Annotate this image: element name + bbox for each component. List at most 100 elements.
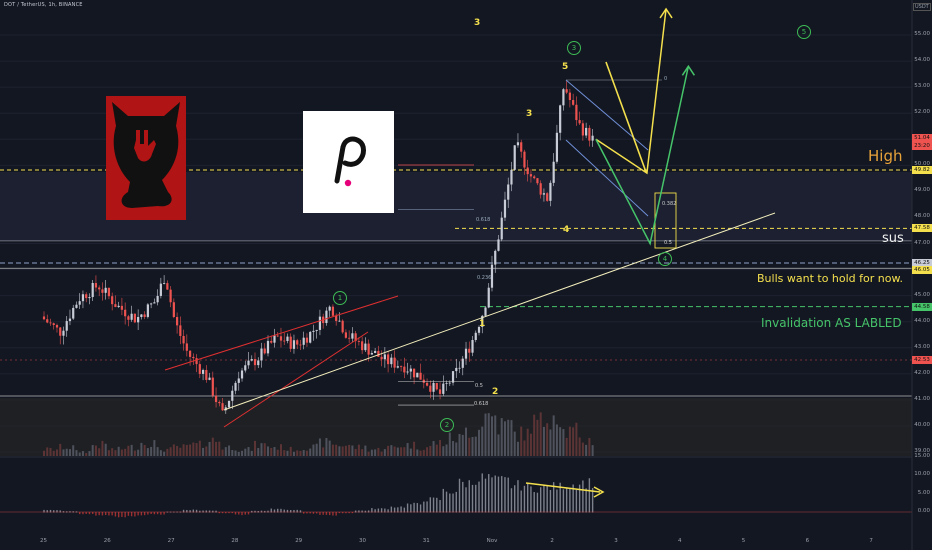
osc-bar [445, 491, 448, 513]
osc-bar [419, 504, 422, 513]
osc-bar [212, 510, 214, 513]
volume-bar [403, 447, 406, 456]
volume-bar [94, 445, 97, 456]
volume-bar [338, 446, 341, 456]
osc-bar [231, 512, 233, 514]
osc-bar [507, 477, 509, 513]
candle-body [309, 331, 312, 343]
osc-bar [325, 512, 328, 515]
volume-bar [124, 448, 127, 456]
candle-body [374, 350, 377, 353]
osc-bar [387, 509, 389, 513]
candle-body [169, 289, 172, 303]
volume-bar [416, 449, 419, 456]
fib-label-0: 0 [664, 76, 668, 82]
fib-label-0382: 0.382 [662, 201, 677, 207]
x-tick-label: 5 [741, 538, 746, 544]
annotation-high: High [868, 147, 903, 165]
volume-bar [536, 419, 539, 456]
candle-body [185, 343, 188, 351]
volume-bar [62, 449, 65, 456]
candle-body [422, 379, 425, 383]
candle-body [146, 304, 149, 317]
volume-bar [182, 444, 185, 456]
volume-bar [458, 433, 461, 456]
candle-body [552, 161, 555, 183]
candle-body [361, 341, 364, 351]
candle-body [244, 365, 247, 371]
osc-bar [49, 509, 52, 513]
osc-arrow [525, 482, 601, 493]
volume-bar [562, 429, 565, 456]
wave-circle-1: 1 [333, 291, 347, 305]
osc-bar [303, 512, 305, 514]
volume-bar [49, 447, 52, 456]
candle-body [474, 332, 477, 340]
candle-body [331, 306, 335, 316]
osc-bar [124, 512, 126, 518]
volume-bar [192, 442, 195, 456]
volume-bar [150, 446, 153, 456]
volume-bar [435, 444, 438, 456]
osc-bar [299, 510, 302, 513]
volume-bar [429, 445, 432, 456]
osc-bar [497, 476, 500, 513]
osc-bar [354, 510, 357, 513]
osc-bar [134, 512, 136, 517]
osc-bar [322, 512, 324, 515]
osc-bar [189, 510, 191, 513]
volume-bar [221, 449, 224, 456]
osc-bar [442, 488, 444, 513]
candle-body [403, 366, 406, 373]
volume-bar [344, 445, 347, 456]
osc-bar [341, 512, 344, 514]
candle-body [296, 340, 299, 345]
candle-body [211, 377, 214, 396]
volume-bar [335, 444, 338, 456]
volume-bar [370, 449, 373, 456]
candle-body [163, 283, 166, 284]
candle-body [481, 315, 484, 327]
volume-bar [445, 444, 448, 456]
candle-body [390, 357, 393, 365]
osc-bar [465, 487, 467, 513]
volume-bar [396, 447, 399, 456]
osc-bar [371, 508, 373, 513]
volume-bar [361, 449, 364, 456]
candle-body [471, 339, 474, 353]
y-tick-label: 50.00 [914, 161, 930, 168]
volume-bar [270, 447, 273, 456]
candle-body [140, 314, 143, 317]
osc-bar [572, 484, 574, 513]
volume-bar [559, 427, 562, 456]
osc-bar [393, 507, 396, 513]
candle-body [513, 145, 516, 170]
x-tick-label: 7 [869, 538, 873, 544]
volume-bar [331, 444, 334, 456]
candle-body [338, 320, 341, 322]
volume-bar [568, 426, 571, 456]
annotation-invalidation: Invalidation AS LABLED [761, 316, 902, 330]
volume-bar [439, 439, 442, 456]
candle-body [266, 340, 270, 354]
osc-bar [488, 474, 490, 513]
candle-body [520, 142, 523, 152]
volume-bar [176, 445, 179, 456]
candle-body [442, 383, 445, 394]
wave-label-3: 3 [526, 109, 533, 119]
volume-bar [296, 450, 299, 456]
wave-label-3-top: 3 [474, 18, 481, 28]
volume-bar [55, 449, 58, 456]
osc-bar [46, 510, 48, 513]
y-tick-label: 44.00 [914, 317, 930, 324]
volume-bar [318, 438, 321, 456]
volume-bar [507, 419, 510, 456]
fib-label-05: 0.5 [475, 383, 483, 389]
x-tick-label: 25 [40, 538, 47, 544]
fib-label-236: 0.236 [477, 275, 492, 281]
rock-hand-logo [106, 96, 186, 220]
price-series [42, 80, 594, 414]
osc-bar [367, 510, 370, 513]
candle-body [133, 313, 136, 323]
